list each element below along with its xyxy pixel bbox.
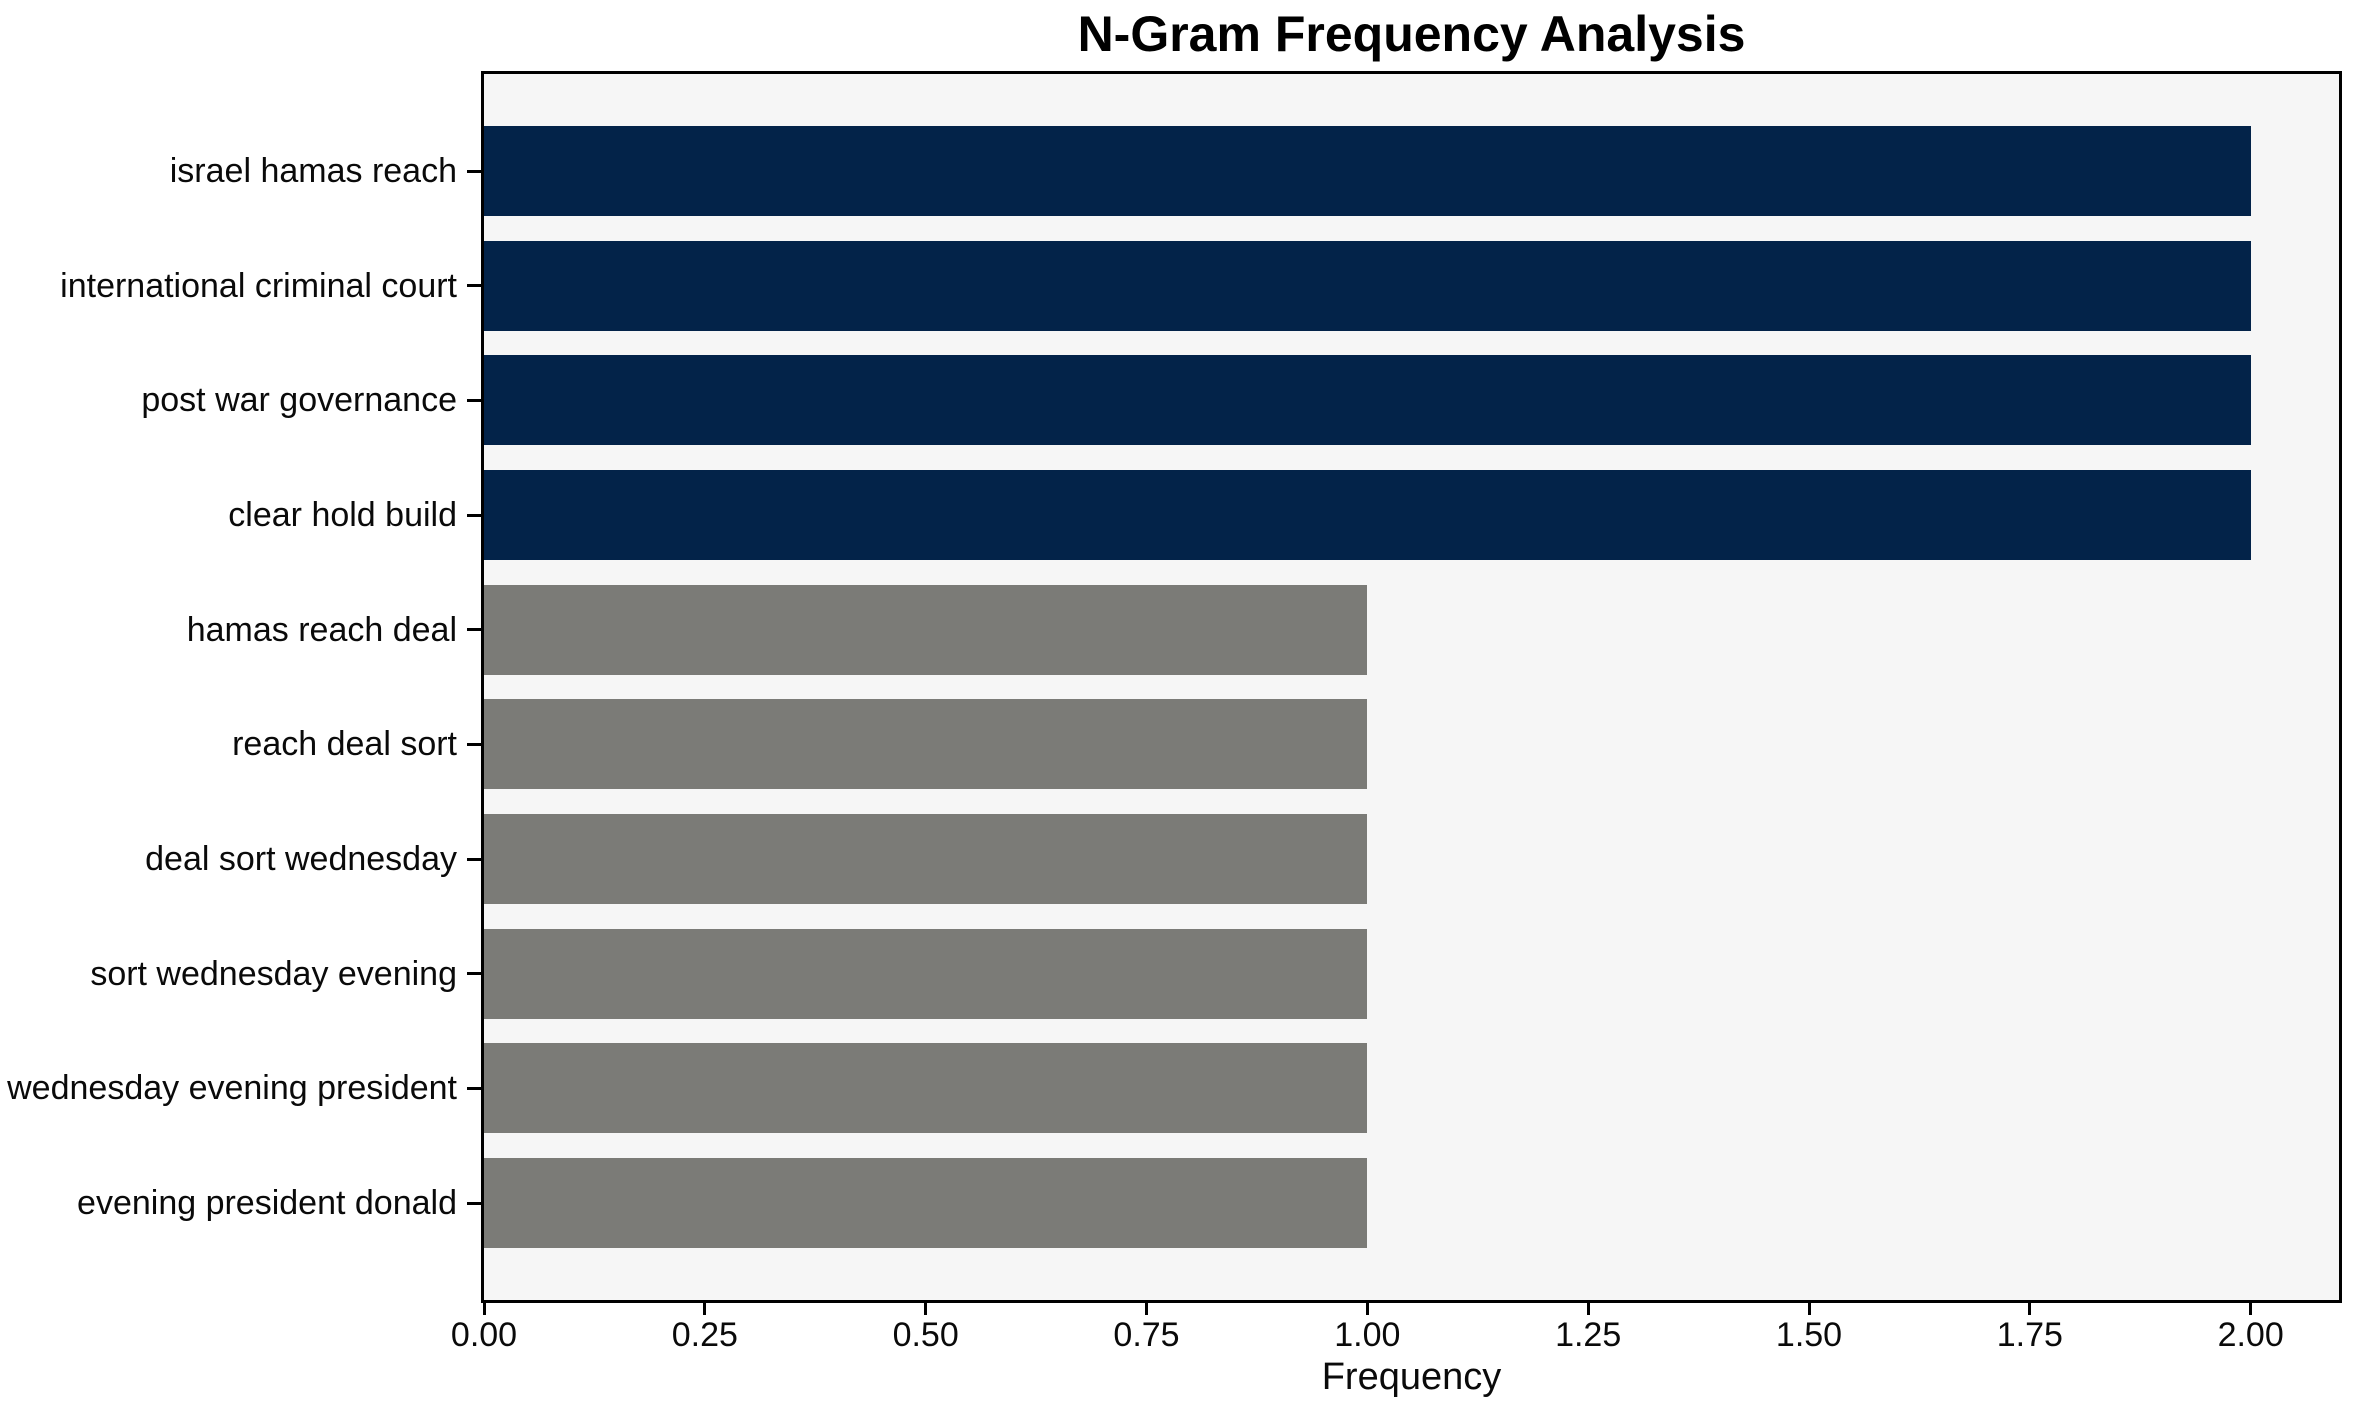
y-tick-mark: [467, 169, 481, 173]
bar-evening-president-donald: [484, 1158, 1368, 1248]
y-axis-label: hamas reach deal: [186, 610, 457, 649]
x-tick-label: 0.25: [671, 1316, 738, 1354]
y-axis-label: sort wednesday evening: [90, 954, 457, 993]
x-tick-mark: [1586, 1303, 1590, 1315]
y-axis-label: deal sort wednesday: [145, 840, 457, 878]
bar-international-criminal-court: [484, 240, 2251, 331]
x-tick-mark: [1807, 1303, 1811, 1315]
bar-reach-deal-sort: [484, 699, 1368, 790]
y-tick-mark: [467, 513, 481, 517]
bar-post-war-governance: [484, 355, 2251, 446]
y-tick-mark: [467, 742, 481, 746]
y-tick-mark: [467, 1086, 481, 1090]
y-axis-label: reach deal sort: [232, 725, 457, 764]
bar-hamas-reach-deal: [484, 584, 1368, 675]
x-tick-mark: [924, 1303, 928, 1315]
bar-clear-hold-build: [484, 470, 2251, 560]
y-axis-label: clear hold build: [228, 496, 457, 534]
x-tick-label: 1.25: [1555, 1316, 1622, 1354]
y-axis-label: international criminal court: [60, 266, 457, 305]
y-tick-mark: [467, 628, 481, 632]
x-tick-label: 0.50: [892, 1316, 959, 1354]
x-tick-label: 0.00: [450, 1316, 518, 1354]
y-tick-mark: [467, 284, 481, 288]
y-tick-mark: [467, 857, 481, 861]
y-axis-label: post war governance: [141, 381, 457, 420]
x-axis-label: Frequency: [1321, 1356, 1502, 1398]
x-tick-label: 1.50: [1775, 1316, 1843, 1354]
x-tick-mark: [2028, 1303, 2032, 1315]
bar-sort-wednesday-evening: [484, 928, 1368, 1019]
y-axis-label: evening president donald: [77, 1184, 457, 1222]
x-tick-mark: [1145, 1303, 1148, 1315]
y-tick-mark: [467, 1201, 481, 1205]
x-tick-mark: [703, 1303, 707, 1315]
y-tick-mark: [467, 972, 481, 976]
bar-deal-sort-wednesday: [484, 814, 1368, 904]
chart-title: N-Gram Frequency Analysis: [1077, 6, 1746, 62]
x-tick-label: 1.75: [1996, 1316, 2063, 1354]
y-tick-mark: [467, 398, 481, 402]
y-axis-label: israel hamas reach: [169, 152, 457, 190]
x-tick-mark: [482, 1303, 486, 1315]
bar-wednesday-evening-president: [484, 1043, 1368, 1134]
bar-israel-hamas-reach: [484, 126, 2251, 216]
x-tick-label: 2.00: [2217, 1316, 2284, 1354]
plot-area: [481, 71, 2342, 1303]
x-tick-mark: [1365, 1303, 1369, 1315]
y-axis-label: wednesday evening president: [7, 1069, 457, 1108]
x-tick-label: 0.75: [1113, 1316, 1180, 1354]
x-tick-label: 1.00: [1334, 1316, 1401, 1354]
x-tick-mark: [2249, 1303, 2253, 1315]
